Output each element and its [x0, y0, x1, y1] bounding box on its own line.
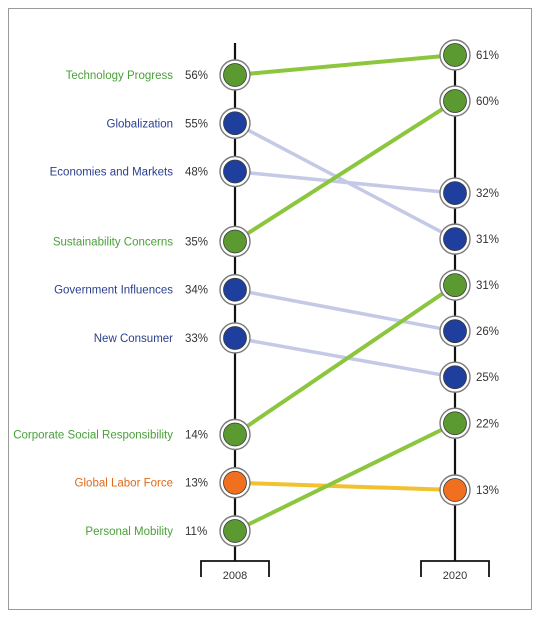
value-2008-economies-and-markets: 48% [185, 167, 208, 179]
series-name-global-labor-force: Global Labor Force [75, 478, 173, 490]
node-2020-new-consumer [439, 361, 471, 393]
series-line-sustainability-concerns [233, 99, 457, 244]
left-axis-bracket [200, 560, 270, 577]
value-2008-corporate-social-responsibility: 14% [185, 429, 208, 441]
value-2008-personal-mobility: 11% [185, 526, 207, 538]
series-name-globalization: Globalization [107, 118, 173, 130]
series-line-government-influences [233, 287, 457, 333]
series-line-global-labor-force [233, 480, 457, 492]
series-name-new-consumer: New Consumer [94, 333, 173, 345]
series-line-technology-progress [233, 53, 457, 77]
axis-label-2020: 2020 [443, 570, 467, 582]
series-name-government-influences: Government Influences [54, 285, 173, 297]
value-2008-government-influences: 34% [185, 285, 208, 297]
value-2020-global-labor-force: 13% [476, 485, 499, 497]
series-name-corporate-social-responsibility: Corporate Social Responsibility [13, 429, 173, 441]
node-2020-global-labor-force [439, 474, 471, 506]
series-line-corporate-social-responsibility [233, 283, 457, 437]
node-2008-global-labor-force [219, 467, 251, 499]
node-2008-corporate-social-responsibility [219, 418, 251, 451]
chart-frame: 2008 2020 Technology Progress 56% 61% Globali… [8, 8, 532, 610]
series-name-sustainability-concerns: Sustainability Concerns [53, 236, 173, 248]
right-axis-bracket [420, 560, 490, 577]
value-2020-globalization: 31% [476, 234, 499, 246]
series-name-economies-and-markets: Economies and Markets [50, 167, 174, 179]
node-2020-globalization [439, 223, 471, 255]
value-2008-new-consumer: 33% [185, 333, 208, 345]
series-line-personal-mobility [233, 421, 457, 533]
slope-chart: 2008 2020 Technology Progress 56% 61% Globali… [13, 39, 499, 582]
node-2020-government-influences [439, 315, 471, 347]
node-2008-government-influences [219, 274, 251, 306]
node-2020-personal-mobility [439, 407, 471, 439]
value-2008-technology-progress: 56% [185, 70, 208, 82]
node-2020-corporate-social-responsibility [439, 269, 471, 301]
node-2008-economies-and-markets [219, 155, 251, 188]
value-2020-government-influences: 26% [476, 326, 499, 338]
value-2020-corporate-social-responsibility: 31% [476, 280, 499, 292]
node-2008-globalization [219, 107, 251, 139]
node-2020-economies-and-markets [439, 177, 471, 209]
value-2020-economies-and-markets: 32% [476, 188, 499, 200]
value-2008-global-labor-force: 13% [185, 478, 208, 490]
node-2008-sustainability-concerns [219, 225, 251, 258]
axis-label-2008: 2008 [223, 570, 247, 582]
node-2020-technology-progress [439, 39, 471, 71]
node-2008-technology-progress [219, 59, 251, 91]
series-line-economies-and-markets [233, 169, 457, 195]
value-2008-globalization: 55% [185, 118, 208, 130]
series-name-personal-mobility: Personal Mobility [85, 526, 173, 538]
value-2020-new-consumer: 25% [476, 372, 499, 384]
value-2020-sustainability-concerns: 60% [476, 96, 499, 108]
value-2008-sustainability-concerns: 35% [185, 236, 208, 248]
node-2020-sustainability-concerns [439, 85, 471, 117]
series-name-technology-progress: Technology Progress [66, 70, 174, 82]
node-2008-new-consumer [219, 322, 251, 354]
node-2008-personal-mobility [219, 515, 251, 547]
value-2020-technology-progress: 61% [476, 50, 499, 62]
value-2020-personal-mobility: 22% [476, 418, 499, 430]
